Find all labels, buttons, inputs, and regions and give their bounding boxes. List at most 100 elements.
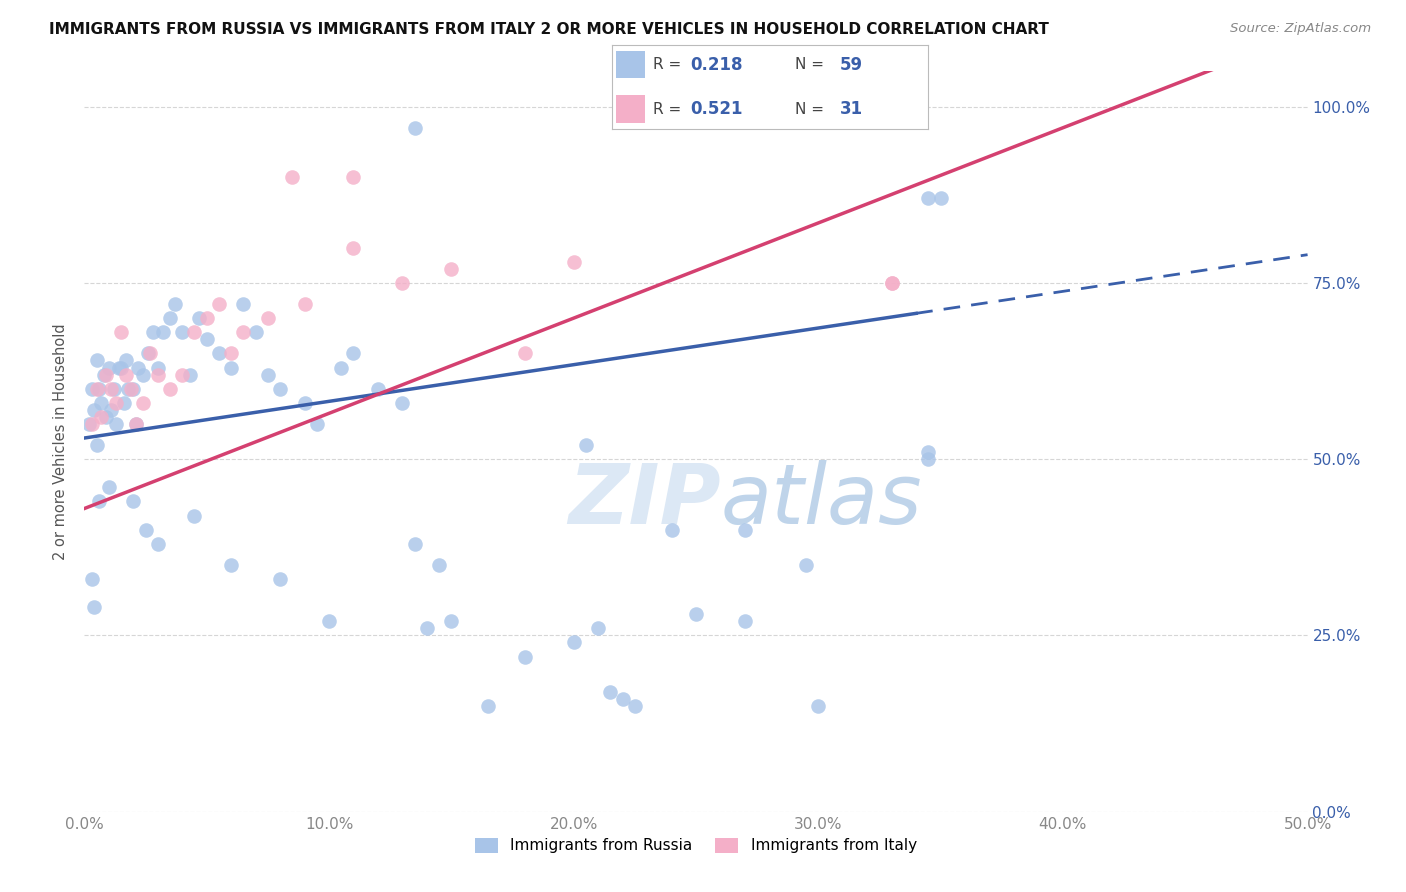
Point [80,417,103,431]
Point [146,537,169,551]
Point [575,438,598,452]
Point [391,276,413,290]
Point [179,368,201,382]
Point [917,191,939,205]
Point [172,325,194,339]
Text: atlas: atlas [720,460,922,541]
Point [269,382,291,396]
Point [100,402,122,417]
Point [661,523,683,537]
Point [318,615,340,629]
Point [100,382,122,396]
Point [342,346,364,360]
Point [367,382,389,396]
Point [127,360,149,375]
Point [132,396,155,410]
Legend: Immigrants from Russia, Immigrants from Italy: Immigrants from Russia, Immigrants from … [470,831,922,860]
Point [917,445,939,459]
Point [172,368,194,382]
Point [117,382,139,396]
Point [232,325,254,339]
Point [110,325,132,339]
Point [125,417,148,431]
Point [208,346,231,360]
Point [90,396,112,410]
Point [330,360,353,375]
Point [87,382,110,396]
Point [294,297,316,311]
Point [612,692,634,706]
Text: IMMIGRANTS FROM RUSSIA VS IMMIGRANTS FROM ITALY 2 OR MORE VEHICLES IN HOUSEHOLD : IMMIGRANTS FROM RUSSIA VS IMMIGRANTS FRO… [49,22,1049,37]
Point [807,698,830,713]
Point [97,480,120,494]
Point [281,170,304,185]
Point [219,558,242,572]
Point [86,353,108,368]
Point [188,311,211,326]
Point [586,621,609,635]
Point [132,368,155,382]
Point [103,382,125,396]
Point [427,558,450,572]
Point [146,360,169,375]
Point [734,523,756,537]
Point [404,537,426,551]
Point [115,353,138,368]
Point [96,409,118,424]
Text: 31: 31 [839,100,862,118]
Point [86,382,108,396]
Point [734,615,756,629]
Point [477,698,499,713]
Point [219,346,242,360]
Point [917,452,939,467]
Point [93,368,115,382]
Point [136,346,159,360]
Point [599,685,621,699]
Point [219,360,242,375]
Point [685,607,707,622]
Point [440,615,463,629]
Point [110,360,132,375]
Point [142,325,165,339]
Point [115,368,138,382]
Point [794,558,817,572]
Point [90,409,112,424]
Text: R =: R = [652,57,686,72]
Point [80,572,103,586]
Point [152,325,174,339]
Point [163,297,186,311]
Point [929,191,952,205]
Point [305,417,328,431]
Point [139,346,162,360]
Point [122,382,145,396]
Point [416,621,439,635]
Text: 0.218: 0.218 [690,55,744,73]
Point [257,311,280,326]
Text: 59: 59 [839,55,862,73]
Point [880,276,903,290]
Point [135,523,157,537]
Point [105,396,128,410]
Point [112,396,135,410]
Point [245,325,267,339]
Point [232,297,254,311]
Point [125,417,148,431]
Point [440,261,463,276]
Point [513,346,536,360]
Point [342,170,364,185]
Point [624,698,647,713]
Y-axis label: 2 or more Vehicles in Household: 2 or more Vehicles in Household [53,323,69,560]
Point [83,402,105,417]
Point [195,311,218,326]
Point [83,600,105,615]
Text: N =: N = [796,102,824,117]
Point [208,297,231,311]
Point [120,382,142,396]
Point [404,120,426,135]
Point [77,417,100,431]
Point [342,241,364,255]
Point [86,438,108,452]
Text: ZIP: ZIP [568,460,720,541]
Point [195,332,218,346]
Point [513,649,536,664]
